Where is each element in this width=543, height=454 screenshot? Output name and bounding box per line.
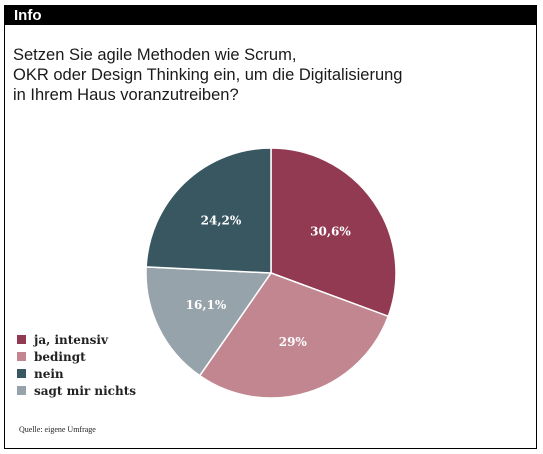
legend-item-sagt-mir-nichts: sagt mir nichts: [17, 382, 136, 399]
pie-label-nein: 24,2%: [201, 214, 242, 228]
source-note: Quelle: eigene Umfrage: [19, 425, 96, 434]
legend-label-ja-intensiv: ja, intensiv: [34, 332, 108, 347]
legend: ja, intensiv bedingt nein sagt mir nicht…: [17, 331, 136, 399]
legend-swatch-nein: [17, 369, 26, 378]
header-bar: Info: [5, 6, 536, 25]
question-title: Setzen Sie agile Methoden wie Scrum, OKR…: [13, 45, 513, 105]
pie-slice-sagt-mir-nichts: [145, 266, 273, 377]
legend-label-bedingt: bedingt: [34, 349, 86, 364]
legend-label-sagt-mir-nichts: sagt mir nichts: [34, 383, 137, 398]
pie-slice-bedingt: [198, 272, 390, 399]
legend-item-ja-intensiv: ja, intensiv: [17, 331, 136, 348]
pie-slice-ja-intensiv: [270, 147, 397, 318]
legend-label-nein: nein: [34, 366, 64, 381]
legend-swatch-bedingt: [17, 352, 26, 361]
question-line-1: Setzen Sie agile Methoden wie Scrum,: [13, 46, 297, 64]
question-line-2: OKR oder Design Thinking ein, um die Dig…: [13, 66, 403, 84]
header-title: Info: [14, 7, 42, 24]
legend-item-nein: nein: [17, 365, 136, 382]
question-line-3: in Ihrem Haus voranzutreiben?: [13, 86, 239, 104]
legend-swatch-ja-intensiv: [17, 335, 26, 344]
legend-item-bedingt: bedingt: [17, 348, 136, 365]
legend-swatch-sagt-mir-nichts: [17, 386, 26, 395]
pie-label-ja-intensiv: 30,6%: [310, 225, 351, 239]
pie-slice-nein: [145, 147, 272, 274]
pie-label-sagt-mir-nichts: 16,1%: [186, 298, 227, 312]
pie-label-bedingt: 29%: [279, 335, 308, 349]
